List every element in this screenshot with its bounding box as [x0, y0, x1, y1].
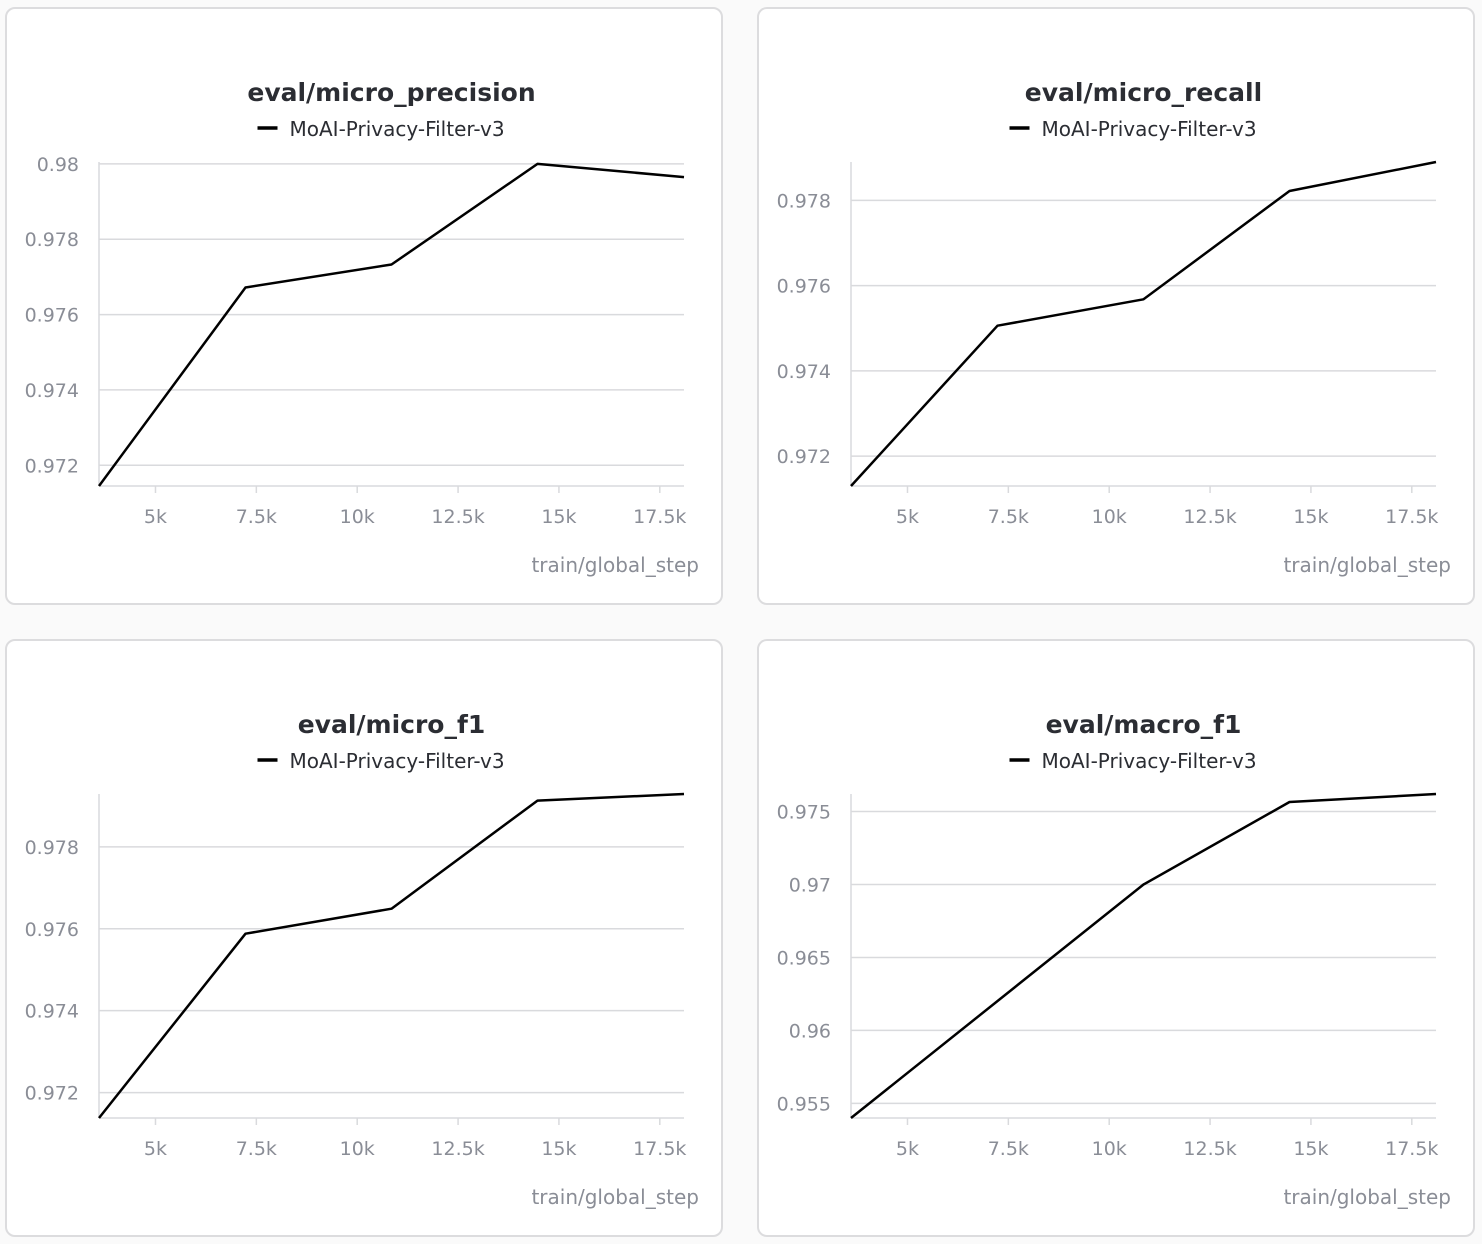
x-tick-label: 7.5k — [236, 506, 277, 528]
chart-panel-micro-f1: eval/micro_f1 MoAI-Privacy-Filter-v3 0.972… — [5, 639, 723, 1237]
chart-title: eval/micro_recall — [1025, 78, 1262, 107]
x-tick-label: 17.5k — [1385, 1138, 1438, 1160]
x-tick-label: 10k — [340, 1138, 375, 1160]
y-tick-label: 0.974 — [25, 1001, 79, 1023]
y-tick-label: 0.974 — [777, 361, 831, 383]
series-line-moai-privacy-filter-v3 — [97, 162, 685, 487]
x-axis-label: train/global_step — [1283, 1185, 1451, 1209]
x-tick-label: 5k — [144, 1138, 167, 1160]
chart-svg-micro-f1: eval/micro_f1 MoAI-Privacy-Filter-v3 0.972… — [25, 710, 699, 1209]
x-tick-label: 15k — [1293, 506, 1328, 528]
x-tick-label: 10k — [1092, 1138, 1127, 1160]
x-tick-label: 17.5k — [1385, 506, 1438, 528]
x-tick-label: 15k — [541, 506, 576, 528]
y-tick-label: 0.978 — [777, 190, 831, 212]
y-tick-label: 0.972 — [25, 1083, 79, 1105]
chart-panel-micro-precision: eval/micro_precision MoAI-Privacy-Filter-… — [5, 7, 723, 605]
x-tick-label: 15k — [1293, 1138, 1328, 1160]
y-tick-label: 0.972 — [777, 446, 831, 468]
y-tick-label: 0.975 — [777, 802, 831, 824]
chart-title: eval/micro_f1 — [298, 710, 486, 739]
y-tick-label: 0.96 — [789, 1020, 831, 1042]
x-axis-label: train/global_step — [1283, 553, 1451, 577]
x-tick-label: 12.5k — [1183, 506, 1236, 528]
x-tick-label: 12.5k — [1183, 1138, 1236, 1160]
x-tick-label: 10k — [340, 506, 375, 528]
legend-label: MoAI-Privacy-Filter-v3 — [1042, 117, 1257, 141]
chart-panel-micro-recall: eval/micro_recall MoAI-Privacy-Filter-v3 0… — [757, 7, 1475, 605]
legend-label: MoAI-Privacy-Filter-v3 — [290, 749, 505, 773]
x-tick-label: 5k — [144, 506, 167, 528]
y-tick-label: 0.955 — [777, 1093, 831, 1115]
x-tick-label: 12.5k — [431, 1138, 484, 1160]
x-tick-label: 5k — [896, 506, 919, 528]
y-tick-label: 0.97 — [789, 874, 831, 896]
y-tick-label: 0.976 — [777, 276, 831, 298]
y-tick-label: 0.976 — [25, 919, 79, 941]
series-line-moai-privacy-filter-v3 — [850, 160, 1437, 487]
x-tick-label: 10k — [1092, 506, 1127, 528]
x-tick-label: 17.5k — [633, 506, 686, 528]
x-tick-label: 7.5k — [236, 1138, 277, 1160]
y-tick-label: 0.978 — [25, 837, 79, 859]
chart-title: eval/micro_precision — [247, 78, 535, 107]
x-axis-label: train/global_step — [531, 553, 699, 577]
y-tick-label: 0.972 — [25, 455, 79, 477]
chart-svg-micro-recall: eval/micro_recall MoAI-Privacy-Filter-v3 0… — [777, 78, 1451, 577]
x-tick-label: 7.5k — [988, 506, 1029, 528]
x-tick-label: 7.5k — [988, 1138, 1029, 1160]
legend-label: MoAI-Privacy-Filter-v3 — [290, 117, 505, 141]
chart-panel-macro-f1: eval/macro_f1 MoAI-Privacy-Filter-v3 0.955… — [757, 639, 1475, 1237]
x-tick-label: 17.5k — [633, 1138, 686, 1160]
y-tick-label: 0.974 — [25, 380, 79, 402]
y-tick-label: 0.978 — [25, 229, 79, 251]
x-tick-label: 15k — [541, 1138, 576, 1160]
legend-label: MoAI-Privacy-Filter-v3 — [1042, 749, 1257, 773]
chart-svg-macro-f1: eval/macro_f1 MoAI-Privacy-Filter-v3 0.955… — [777, 710, 1451, 1209]
y-tick-label: 0.98 — [37, 154, 79, 176]
y-tick-label: 0.965 — [777, 947, 831, 969]
x-axis-label: train/global_step — [531, 1185, 699, 1209]
chart-svg-micro-precision: eval/micro_precision MoAI-Privacy-Filter-… — [25, 78, 699, 577]
chart-title: eval/macro_f1 — [1046, 710, 1242, 739]
x-tick-label: 5k — [896, 1138, 919, 1160]
series-line-moai-privacy-filter-v3 — [850, 792, 1437, 1119]
y-tick-label: 0.976 — [25, 305, 79, 327]
series-line-moai-privacy-filter-v3 — [98, 792, 685, 1119]
x-tick-label: 12.5k — [431, 506, 484, 528]
